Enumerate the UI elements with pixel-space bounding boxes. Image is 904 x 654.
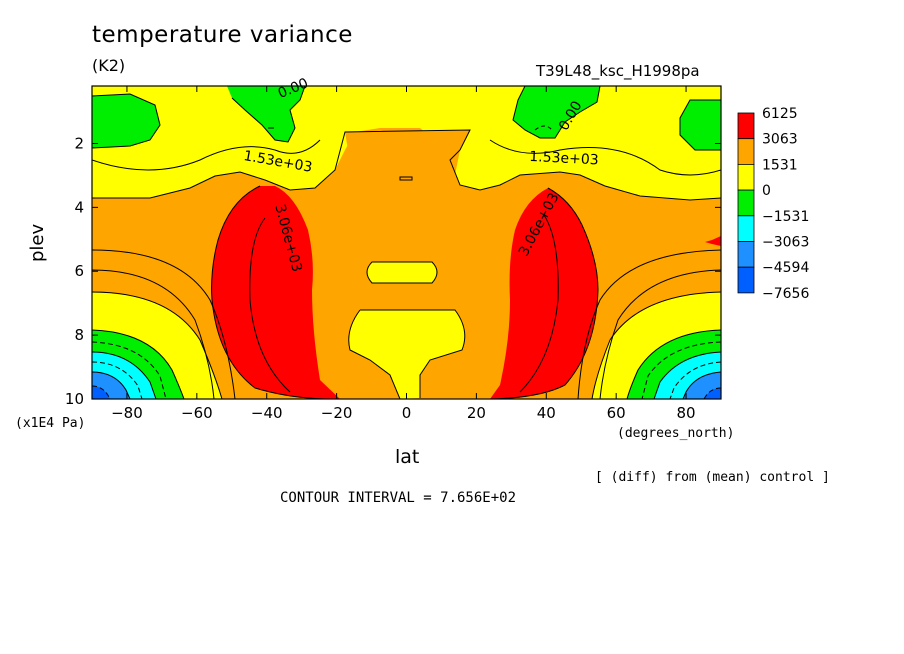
- fill-red-right-edge: [705, 236, 721, 246]
- contour-line: [519, 214, 559, 393]
- contour-line: [641, 341, 721, 399]
- contour-line: [92, 341, 167, 399]
- colorbar-swatch: [737, 189, 755, 217]
- fill-green-top-left: [92, 94, 160, 148]
- contour-line: [512, 86, 601, 139]
- x-tick-label: 20: [467, 404, 486, 422]
- contour-line: [92, 269, 215, 399]
- contour-line: [489, 187, 599, 399]
- colorbar-label: −7656: [762, 286, 809, 302]
- fill-orange-center-top: [345, 130, 470, 193]
- contour-line: [534, 125, 553, 131]
- contour-line: [92, 371, 131, 399]
- colorbar-swatch: [737, 266, 755, 294]
- contour-line: [679, 99, 721, 151]
- contour-line: [92, 385, 111, 399]
- colorbar-swatch: [737, 163, 755, 191]
- y-tick-label: 2: [74, 134, 84, 152]
- y-tick-label: 10: [65, 390, 84, 408]
- y-axis: 2 4 6 8 10: [65, 134, 721, 408]
- fill-yellow-center-mid: [367, 262, 437, 283]
- colorbar-label: 0: [762, 183, 771, 199]
- contour-line: [92, 93, 161, 149]
- comparison-note: [ (diff) from (mean) control ]: [595, 470, 830, 485]
- x-tick-label: 80: [677, 404, 696, 422]
- contour-line: [360, 309, 466, 398]
- run-label: T39L48_ksc_H1998pa: [536, 62, 700, 80]
- contour-line: [653, 351, 721, 399]
- contour-line: [599, 269, 721, 399]
- fill-red-left: [211, 186, 340, 399]
- contour-line: [682, 371, 721, 399]
- contour-line: [366, 261, 438, 284]
- fill-green-top-right2: [680, 100, 721, 150]
- contour-line: [249, 217, 291, 393]
- y-unit-label: (x1E4 Pa): [15, 416, 86, 431]
- colorbar-label: −4594: [762, 260, 809, 276]
- y-tick-label: 4: [74, 198, 84, 216]
- fill-blue-bottom-left: [92, 386, 110, 399]
- x-tick-label: 0: [402, 404, 412, 422]
- colorbar-label: 1531: [762, 157, 798, 173]
- colorbar-swatch: [737, 138, 755, 165]
- contour-interval-label: CONTOUR INTERVAL = 7.656E+02: [280, 490, 517, 506]
- fill-red-right: [490, 188, 598, 399]
- x-tick-label: −80: [111, 404, 143, 422]
- x-tick-label: 60: [607, 404, 626, 422]
- colorbar-swatch: [737, 215, 755, 242]
- contour-line: [92, 249, 236, 399]
- contour-fills: [92, 86, 721, 399]
- colorbar-label: 3063: [762, 132, 798, 148]
- chart-title: temperature variance: [92, 22, 353, 48]
- colorbar-label: −1531: [762, 209, 809, 225]
- contour-line: [577, 249, 721, 399]
- units-label: (K2): [92, 56, 126, 75]
- x-unit-label: (degrees_north): [617, 426, 735, 441]
- fill-yellow-center-lower: [348, 310, 465, 399]
- contour-line: [92, 129, 721, 201]
- contour-line: [399, 176, 413, 181]
- x-axis: −80 −60 −40 −20 0 20 40 60 80: [111, 86, 696, 422]
- colorbar-label: −3063: [762, 235, 809, 251]
- contour-line: [591, 291, 721, 399]
- contour-line: [626, 329, 721, 399]
- contour-line: [703, 387, 721, 399]
- colorbar: 6125 3063 1531 0 −1531 −3063 −4594 −7656: [737, 106, 809, 302]
- contour-line: [489, 139, 721, 176]
- contour-line: [348, 309, 401, 399]
- contour-label: 1.53e+03: [529, 149, 599, 169]
- fill-green-top-left2: [227, 86, 305, 142]
- x-axis-label: lat: [395, 446, 420, 468]
- contour-line: [92, 329, 185, 399]
- contour-line: [92, 139, 321, 171]
- colorbar-swatch: [737, 112, 755, 140]
- x-tick-label: −60: [181, 404, 213, 422]
- x-tick-label: −20: [321, 404, 353, 422]
- x-tick-label: 40: [537, 404, 556, 422]
- contour-line: [231, 86, 306, 143]
- contour-line: [92, 291, 223, 399]
- contour-line: [211, 185, 340, 399]
- colorbar-label: 6125: [762, 106, 798, 122]
- contour-line: [92, 351, 157, 399]
- fill-green-top-right: [513, 86, 600, 138]
- fill-blue-bottom-right: [704, 388, 721, 399]
- x-tick-label: −40: [251, 404, 283, 422]
- y-tick-label: 8: [74, 326, 84, 344]
- y-axis-label: plev: [27, 223, 48, 262]
- y-tick-label: 6: [74, 262, 84, 280]
- contour-lines: [92, 86, 721, 399]
- colorbar-swatch: [737, 241, 755, 268]
